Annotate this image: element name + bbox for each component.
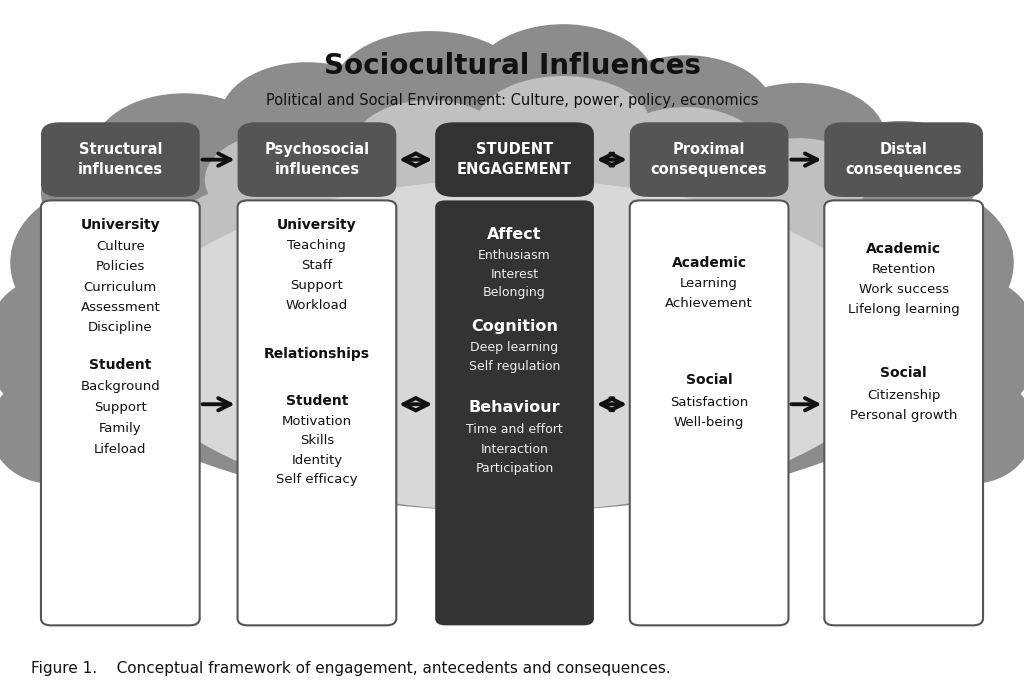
FancyBboxPatch shape [824,200,983,625]
Text: Satisfaction: Satisfaction [670,396,749,408]
Ellipse shape [911,373,1024,484]
Text: Discipline: Discipline [88,321,153,334]
Text: Participation: Participation [475,462,554,475]
Text: University: University [278,218,356,231]
Ellipse shape [819,121,983,225]
Ellipse shape [727,138,870,221]
Text: STUDENT
ENGAGEMENT: STUDENT ENGAGEMENT [457,142,572,177]
FancyBboxPatch shape [435,200,594,625]
Text: Time and effort: Time and effort [466,424,563,436]
FancyBboxPatch shape [41,122,200,197]
Ellipse shape [205,131,369,228]
Text: Social: Social [881,366,927,380]
Text: Identity: Identity [292,454,342,466]
Text: Work success: Work success [858,283,949,296]
Ellipse shape [333,31,527,149]
Text: University: University [81,218,160,231]
Text: Psychosocial
influences: Psychosocial influences [264,142,370,177]
Text: Culture: Culture [96,240,144,253]
Text: Student: Student [286,394,348,408]
Text: Behaviour: Behaviour [469,400,560,415]
Text: Skills: Skills [300,435,334,447]
Text: Relationships: Relationships [264,348,370,361]
Text: Curriculum: Curriculum [84,281,157,294]
Text: Citizenship: Citizenship [867,389,940,401]
Ellipse shape [906,276,1024,415]
Text: Lifeload: Lifeload [94,443,146,455]
Text: Motivation: Motivation [282,415,352,428]
Text: Workload: Workload [286,299,348,312]
FancyBboxPatch shape [630,200,788,625]
Text: Figure 1.    Conceptual framework of engagement, antecedents and consequences.: Figure 1. Conceptual framework of engage… [31,661,671,676]
Text: Affect: Affect [487,227,542,243]
Text: Personal growth: Personal growth [850,410,957,422]
Text: Well-being: Well-being [674,417,744,429]
Ellipse shape [599,55,773,166]
Ellipse shape [0,373,113,484]
Text: Policies: Policies [95,261,145,273]
Ellipse shape [92,93,276,211]
Text: Self efficacy: Self efficacy [276,473,357,486]
Text: Sociocultural Influences: Sociocultural Influences [324,52,700,79]
Text: Belonging: Belonging [483,286,546,299]
Text: Staff: Staff [301,259,333,272]
Text: Retention: Retention [871,263,936,276]
Ellipse shape [128,180,896,511]
Ellipse shape [92,138,932,498]
Ellipse shape [829,187,1014,339]
Text: Achievement: Achievement [666,297,753,310]
Ellipse shape [31,97,993,511]
Text: Self regulation: Self regulation [469,360,560,372]
Text: Background: Background [81,381,160,393]
Text: Structural
influences: Structural influences [78,142,163,177]
Text: Support: Support [94,401,146,414]
Ellipse shape [353,100,507,190]
Text: Academic: Academic [866,242,941,256]
Text: Support: Support [291,279,343,292]
FancyBboxPatch shape [824,122,983,197]
Text: Lifelong learning: Lifelong learning [848,303,959,316]
Ellipse shape [220,62,394,173]
Ellipse shape [41,142,205,245]
Text: Assessment: Assessment [81,301,160,314]
Ellipse shape [609,107,763,197]
Ellipse shape [10,187,195,339]
Ellipse shape [0,276,118,415]
Text: Interest: Interest [490,268,539,281]
Text: Enthusiasm: Enthusiasm [478,249,551,262]
FancyBboxPatch shape [238,200,396,625]
Ellipse shape [471,24,655,142]
Text: Distal
consequences: Distal consequences [846,142,962,177]
Text: Academic: Academic [672,256,746,269]
Text: Proximal
consequences: Proximal consequences [651,142,767,177]
FancyBboxPatch shape [435,122,594,197]
Ellipse shape [712,83,886,193]
Ellipse shape [476,76,650,173]
Text: Student: Student [89,358,152,372]
FancyBboxPatch shape [41,200,200,625]
Text: Social: Social [686,373,732,387]
Text: Cognition: Cognition [471,319,558,334]
Text: Political and Social Environment: Culture, power, policy, economics: Political and Social Environment: Cultur… [266,93,758,108]
Text: Family: Family [99,422,141,435]
FancyBboxPatch shape [238,122,396,197]
Text: Deep learning: Deep learning [470,341,559,354]
Text: Interaction: Interaction [480,443,549,455]
FancyBboxPatch shape [630,122,788,197]
Text: Learning: Learning [680,277,738,290]
Text: Teaching: Teaching [288,239,346,252]
